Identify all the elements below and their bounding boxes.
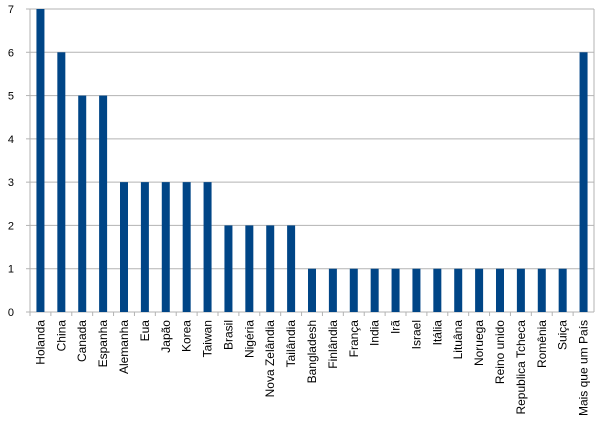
bar-alemanha bbox=[120, 182, 128, 312]
bar-china bbox=[57, 52, 66, 312]
bar-india bbox=[370, 268, 379, 312]
bar-holanda bbox=[36, 9, 45, 312]
x-category-label: Holanda bbox=[33, 320, 47, 365]
x-category-label: Noruega bbox=[472, 320, 486, 366]
x-category-label: China bbox=[54, 320, 68, 352]
bar-nova-zel-ndia bbox=[266, 225, 275, 312]
y-tick-label: 6 bbox=[8, 47, 14, 59]
x-category-label: Republica Tcheca bbox=[514, 320, 528, 415]
bar-espanha bbox=[99, 95, 108, 312]
x-category-label: Canada bbox=[75, 320, 89, 362]
bar-korea bbox=[182, 182, 191, 312]
bar-reino-unido bbox=[496, 268, 504, 312]
x-category-label: Japão bbox=[159, 320, 173, 353]
x-category-label: India bbox=[368, 320, 382, 346]
bar-ir- bbox=[391, 268, 400, 312]
bar-noruega bbox=[475, 268, 484, 312]
y-tick-label: 3 bbox=[8, 177, 14, 189]
bar-bangladesh bbox=[308, 268, 316, 312]
x-category-label: Korea bbox=[180, 320, 194, 352]
x-category-label: França bbox=[347, 320, 361, 358]
x-category-label: Suiça bbox=[556, 320, 570, 350]
x-category-label: Israel bbox=[409, 320, 423, 349]
bars bbox=[36, 9, 588, 312]
x-category-label: Nigéria bbox=[242, 320, 256, 358]
x-category-label: Romênia bbox=[535, 320, 549, 368]
x-category-label: Reino unido bbox=[493, 320, 507, 384]
x-category-label: Tailândia bbox=[284, 320, 298, 368]
x-category-label: Eua bbox=[138, 320, 152, 342]
bar-israel bbox=[412, 268, 421, 312]
bar-jap-o bbox=[161, 182, 170, 312]
bar-it-lia bbox=[433, 268, 442, 312]
bar-fran-a bbox=[349, 268, 358, 312]
bar-mais-que-um-pa-s bbox=[579, 52, 588, 312]
x-category-label: Brasil bbox=[221, 320, 235, 350]
x-category-label: Irã bbox=[389, 320, 403, 334]
y-tick-labels: 0 1 2 3 4 5 6 7 bbox=[8, 4, 14, 319]
gridlines bbox=[30, 8, 594, 313]
y-tick-label: 2 bbox=[8, 220, 14, 232]
axes bbox=[26, 8, 595, 316]
bar-litu-na bbox=[454, 268, 463, 312]
x-category-label: Finlândia bbox=[326, 320, 340, 369]
bar-rom-nia bbox=[537, 268, 546, 312]
x-tick-labels: Holanda China Canada Espanha Alemanha Eua Japã… bbox=[33, 320, 590, 416]
bar-eua bbox=[140, 182, 149, 312]
y-tick-label: 0 bbox=[8, 307, 14, 319]
x-category-label: Lituâna bbox=[451, 320, 465, 360]
y-tick-label: 4 bbox=[8, 134, 14, 146]
y-tick-label: 5 bbox=[8, 91, 14, 103]
bar-brasil bbox=[224, 225, 233, 312]
x-category-label: Mais que um País bbox=[577, 320, 591, 416]
bar-canada bbox=[78, 95, 87, 312]
y-tick-label: 7 bbox=[8, 4, 14, 16]
y-tick-label: 1 bbox=[8, 264, 14, 276]
x-category-label: Alemanha bbox=[117, 320, 131, 374]
bar-republica-tcheca bbox=[516, 268, 525, 312]
bar-tail-ndia bbox=[287, 225, 296, 312]
x-category-label: Nova Zelândia bbox=[263, 320, 277, 398]
bar-nig-ria bbox=[245, 225, 254, 312]
bar-taiwan bbox=[203, 182, 212, 312]
x-category-label: Espanha bbox=[96, 320, 110, 368]
bar-finl-ndia bbox=[328, 268, 337, 312]
x-category-label: Taiwan bbox=[201, 320, 215, 357]
x-category-label: Bangladesh bbox=[305, 320, 319, 383]
x-category-label: Itália bbox=[430, 320, 444, 346]
bar-sui-a bbox=[558, 268, 567, 312]
